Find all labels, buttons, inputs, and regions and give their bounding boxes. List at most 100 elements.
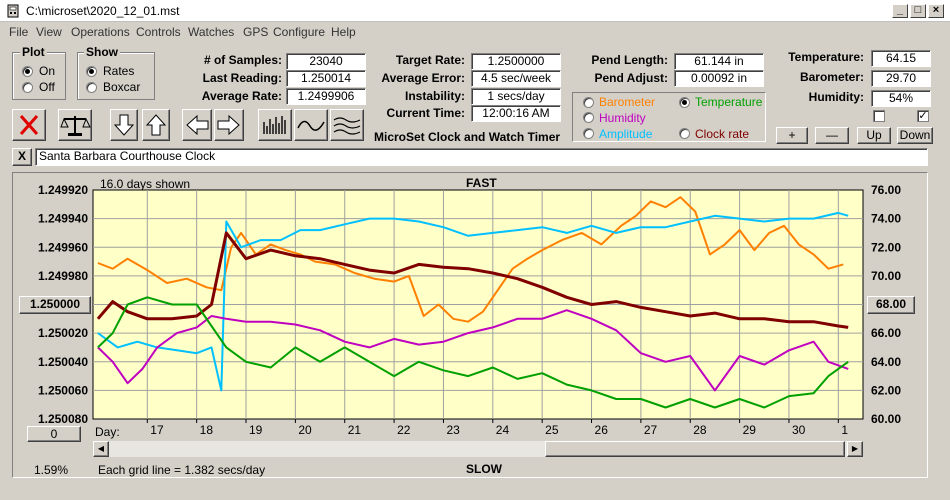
humidity-field: 54%	[871, 90, 931, 107]
temperature-radio[interactable]	[679, 97, 690, 108]
amplitude-radio[interactable]	[583, 128, 594, 139]
menu-view[interactable]: View	[36, 25, 62, 39]
horizontal-scrollbar[interactable]: ◀ ▶	[93, 441, 863, 457]
clock-rate-option: Clock rate	[695, 127, 750, 141]
option-checkbox-1[interactable]	[873, 110, 885, 122]
show-boxcar-label: Boxcar	[103, 80, 141, 94]
left-tick-label: 1.250040	[38, 355, 88, 369]
option-checkbox-2[interactable]: ✓	[917, 110, 929, 122]
x-tick-label: 26	[595, 423, 609, 437]
menu-watches[interactable]: Watches	[188, 25, 235, 39]
graph-frame	[12, 172, 928, 478]
menu-operations[interactable]: Operations	[71, 25, 130, 39]
barometer-label: Barometer:	[799, 70, 864, 84]
down-arrow-button[interactable]	[110, 109, 138, 141]
average-error-field: 4.5 sec/week	[471, 70, 561, 87]
center-temperature-button[interactable]: 68.00	[867, 296, 915, 314]
close-x-icon	[19, 115, 39, 135]
scrollbar-thumb[interactable]	[545, 441, 845, 457]
left-tick-label: 1.249940	[38, 212, 88, 226]
left-tick-label: 1.250060	[38, 383, 88, 397]
average-rate-label: Average Rate:	[201, 89, 282, 103]
right-tick-label: 70.00	[871, 269, 901, 283]
clock-name-close-button[interactable]: X	[12, 148, 32, 166]
humidity-option: Humidity	[599, 111, 646, 125]
current-time-field: 12:00:16 AM	[471, 105, 561, 122]
x-tick-label: 19	[249, 423, 263, 437]
average-rate-field: 1.2499906	[286, 88, 366, 105]
close-window-button[interactable]: ×	[928, 4, 944, 18]
samples-field: 23040	[286, 53, 366, 70]
x-tick-label: 28	[693, 423, 707, 437]
right-tick-label: 72.00	[871, 240, 901, 254]
right-tick-label: 60.00	[871, 412, 901, 426]
sensor-selector	[572, 92, 766, 142]
x-tick-label: 29	[743, 423, 757, 437]
target-rate-label: Target Rate:	[395, 53, 465, 67]
minus-button[interactable]: —	[815, 127, 849, 144]
down-button[interactable]: Down	[897, 127, 933, 144]
maximize-button[interactable]: □	[910, 4, 926, 18]
balance-scale-icon	[60, 116, 91, 136]
menu-gps[interactable]: GPS	[243, 25, 269, 39]
humidity-radio[interactable]	[583, 112, 594, 123]
pend-length-field: 61.144 in	[674, 53, 764, 70]
plot-group-title: Plot	[20, 45, 47, 59]
fast-label: FAST	[466, 176, 497, 190]
menu-bar: File View Operations Controls Watches GP…	[0, 22, 950, 42]
temperature-label: Temperature:	[788, 50, 864, 64]
wave-button[interactable]	[294, 109, 328, 141]
offset-button[interactable]: 0	[27, 426, 81, 442]
plot-off-label: Off	[39, 80, 55, 94]
series-line-humidity	[97, 309, 849, 392]
plot-on-radio[interactable]	[22, 66, 33, 77]
x-tick-label: 17	[150, 423, 164, 437]
x-tick-label: 1	[841, 423, 848, 437]
series-line-clock-rate	[96, 231, 849, 329]
clock-name-input[interactable]: Santa Barbara Courthouse Clock	[35, 148, 928, 166]
days-shown-label: 16.0 days shown	[100, 177, 191, 191]
up-arrow-button[interactable]	[142, 109, 170, 141]
plot-off-radio[interactable]	[22, 82, 33, 93]
left-tick-label: 1.249920	[38, 183, 88, 197]
right-tick-label: 66.00	[871, 326, 901, 340]
clear-button[interactable]	[12, 109, 46, 141]
right-tick-label: 76.00	[871, 183, 901, 197]
day-label: Day:	[95, 425, 120, 439]
temperature-field: 64.15	[871, 50, 931, 67]
show-rates-radio[interactable]	[86, 66, 97, 77]
clock-rate-radio[interactable]	[679, 128, 690, 139]
slow-label: SLOW	[466, 462, 502, 476]
left-arrow-button[interactable]	[182, 109, 212, 141]
menu-help[interactable]: Help	[331, 25, 356, 39]
average-error-label: Average Error:	[381, 71, 465, 85]
x-tick-label: 27	[644, 423, 658, 437]
instability-field: 1 secs/day	[471, 88, 561, 105]
center-rate-button[interactable]: 1.250000	[19, 296, 91, 314]
minimize-button[interactable]: _	[892, 4, 908, 18]
arrow-left-icon	[186, 114, 209, 136]
up-button[interactable]: Up	[857, 127, 891, 144]
app-icon	[7, 4, 19, 18]
right-tick-label: 62.00	[871, 383, 901, 397]
barometer-radio[interactable]	[583, 97, 594, 108]
bar-graph-button[interactable]	[258, 109, 292, 141]
menu-configure[interactable]: Configure	[273, 25, 326, 39]
menu-file[interactable]: File	[9, 25, 29, 39]
x-tick-label: 20	[298, 423, 312, 437]
scroll-right-button[interactable]: ▶	[847, 441, 863, 457]
menu-controls[interactable]: Controls	[136, 25, 181, 39]
multi-wave-button[interactable]	[330, 109, 364, 141]
balance-button[interactable]	[58, 109, 92, 141]
series-line-barometer	[97, 196, 844, 323]
left-tick-label: 1.250080	[38, 412, 88, 426]
current-time-label: Current Time:	[386, 106, 465, 120]
show-boxcar-radio[interactable]	[86, 82, 97, 93]
status-percent: 1.59%	[34, 463, 69, 477]
series-line-amplitude	[97, 211, 849, 392]
right-arrow-button[interactable]	[214, 109, 244, 141]
multi-wave-icon	[333, 117, 361, 135]
plus-button[interactable]: +	[776, 127, 808, 144]
scroll-left-button[interactable]: ◀	[93, 441, 109, 457]
